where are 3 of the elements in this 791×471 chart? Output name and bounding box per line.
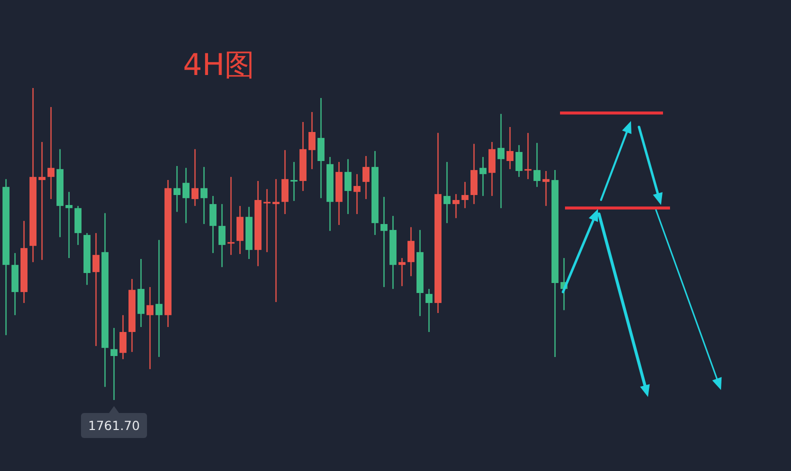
title: 4H图 [183,48,255,83]
annotation: 1761.70 [88,418,140,433]
annotation: 1761.70 [81,406,147,438]
